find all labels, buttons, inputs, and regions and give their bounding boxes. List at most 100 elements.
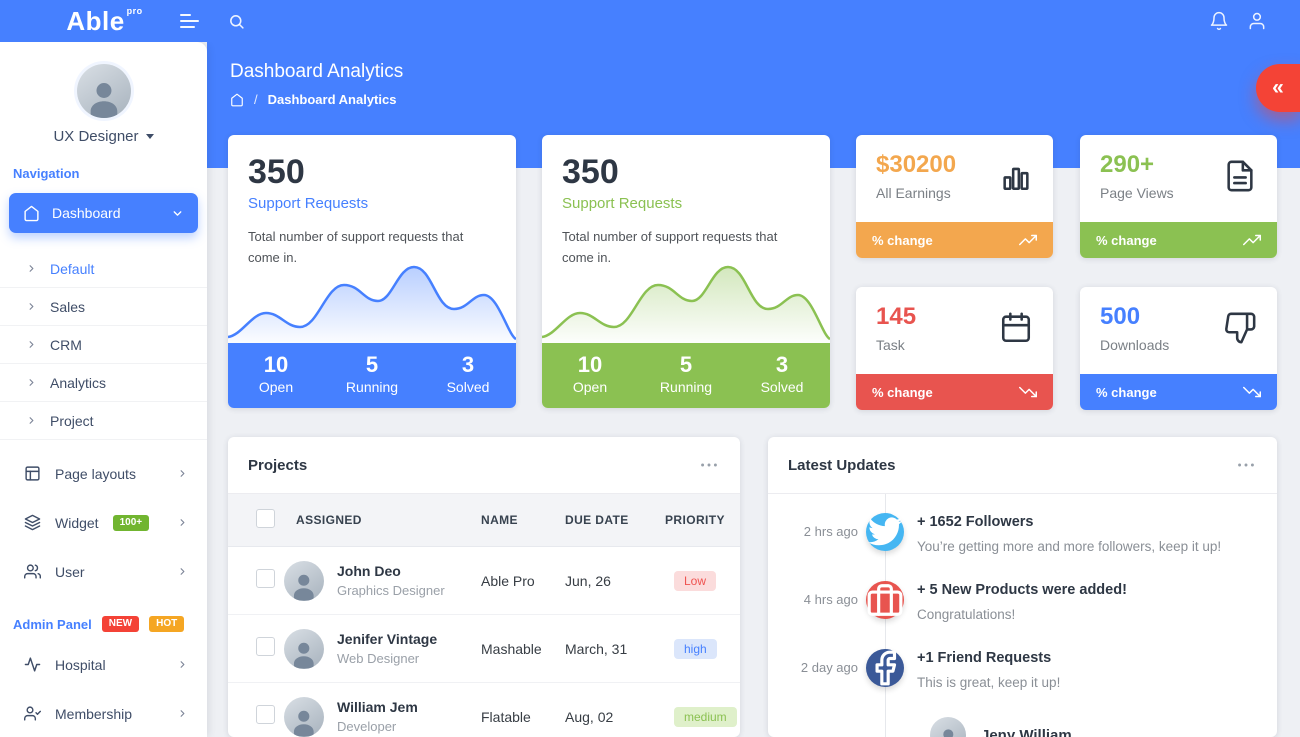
menu-item-label: Page layouts [55,465,136,482]
sidebar-menu-item[interactable]: Hospital [0,640,207,689]
more-options-icon[interactable] [698,454,720,476]
collapse-panel-button[interactable]: « [1256,64,1300,112]
stat-value: 145 [876,303,917,330]
menu-item-icon [24,465,41,482]
priority-badge: high [674,638,717,659]
stat-running: 5 Running [659,352,713,396]
brand-logo[interactable]: Able pro [0,0,207,42]
select-all-checkbox[interactable] [256,509,275,528]
trend-arrow-icon [1243,383,1261,401]
sidebar-subitem[interactable]: Sales [0,288,207,326]
latest-updates-title: Latest Updates [788,456,896,474]
admin-panel-badge: HOT [149,616,185,632]
support-requests-value: 350 [562,153,619,191]
menu-item-label: User [55,563,85,580]
chevron-right-icon [177,708,188,719]
update-source-icon [866,649,904,687]
assignee-avatar [284,696,324,737]
stat-card: $30200 All Earnings % change [856,135,1053,258]
stat-change-label: % change [1096,384,1157,400]
stat-value: $30200 [876,151,957,178]
sidebar-subitem-label: Project [50,412,94,429]
notifications-bell-icon[interactable] [1209,11,1229,31]
sidebar-menu-item[interactable]: Widget 100+ [0,498,207,547]
sidebar-menu-item[interactable]: Page layouts [0,449,207,498]
sidebar-subitem[interactable]: Analytics [0,364,207,402]
stat-label: Page Views [1100,185,1174,201]
user-profile-icon[interactable] [1247,11,1267,31]
chevron-right-icon [26,301,37,312]
stat-change-label: % change [1096,232,1157,248]
sidebar-menu-group: Page layouts Widget 100+ [0,449,207,596]
support-requests-title: Support Requests [562,195,683,213]
support-requests-area-chart [542,251,830,343]
chevron-right-icon [26,263,37,274]
brand-pro-suffix: pro [126,6,143,16]
trend-arrow-icon [1243,231,1261,249]
row-checkbox[interactable] [256,568,275,588]
search-icon[interactable] [228,13,245,30]
caret-down-icon [145,134,154,139]
more-options-icon[interactable] [1235,454,1257,476]
sidebar-menu-item[interactable]: User [0,547,207,596]
update-source-icon [866,513,904,551]
profile-role-dropdown[interactable]: UX Designer [53,128,154,145]
chevron-down-icon [171,207,184,220]
chevron-right-icon [177,566,188,577]
stat-icon [999,159,1033,193]
list-item: 4 hrs ago + 5 New Products were added! C… [768,581,1277,622]
breadcrumb-home-icon[interactable] [230,93,244,107]
stat-card: 290+ Page Views % change [1080,135,1277,258]
priority-cell: high [658,638,740,659]
project-name-cell: Able Pro [481,572,535,589]
stat-cards-grid: $30200 All Earnings % change 290+ Page V… [856,135,1277,410]
update-title: + 5 New Products were added! [917,582,1127,598]
sidebar-subitem[interactable]: Default [0,250,207,288]
project-name-cell: Mashable [481,640,542,657]
stat-icon [1223,159,1257,193]
update-text: Congratulations! [917,607,1016,622]
update-text: You’re getting more and more followers, … [917,539,1222,554]
stat-change-label: % change [872,384,933,400]
stat-value: 500 [1100,303,1141,330]
page-title: Dashboard Analytics [230,61,404,82]
update-source-icon [866,581,904,619]
row-checkbox[interactable] [256,636,275,656]
chevron-right-icon [26,415,37,426]
assignee-cell: John Deo Graphics Designer [284,560,474,601]
admin-menu-group: Hospital Membership [0,640,207,737]
menu-item-icon [24,705,41,722]
assignee-cell: William Jem Developer [284,696,474,737]
sidebar-subitem[interactable]: CRM [0,326,207,364]
priority-cell: medium [658,706,740,727]
latest-updates-card: Latest Updates 2 hrs ago + 1652 Follower… [768,437,1277,737]
sidebar-subitem[interactable]: Project [0,402,207,440]
updates-timeline: 2 hrs ago + 1652 Followers You’re gettin… [768,494,1277,737]
row-checkbox[interactable] [256,704,275,724]
menu-item-label: Membership [55,705,133,722]
chevron-right-icon [177,468,188,479]
profile-avatar[interactable] [76,64,131,118]
stat-solved: 3 Solved [760,352,804,396]
update-title: +1 Friend Requests [917,650,1052,666]
support-requests-description: Total number of support requests that co… [562,229,778,265]
sidebar-profile: UX Designer [0,42,207,146]
menu-item-badge: 100+ [112,514,150,531]
projects-card: Projects ASSIGNED NAME DUE DATE PRIORITY… [228,437,740,737]
home-icon [23,205,40,222]
sidebar-subitem-label: Analytics [50,374,107,391]
sidebar-menu-item[interactable]: Membership [0,689,207,737]
dashboard-submenu: Default Sales CRM [0,250,207,440]
assignee-role: Developer [337,719,397,734]
project-name-cell: Flatable [481,708,531,725]
stat-change-footer: % change [856,374,1053,410]
update-time: 2 day ago [800,660,858,675]
support-requests-card-blue: 350 Support Requests Total number of sup… [228,135,516,408]
menu-toggle-icon[interactable] [180,12,200,30]
navigation-section-label: Navigation [13,166,80,181]
stat-label: Downloads [1100,337,1170,353]
breadcrumb-item[interactable]: Dashboard Analytics [267,92,397,107]
breadcrumb: / Dashboard Analytics [230,92,396,107]
sidebar-item-dashboard[interactable]: Dashboard [9,193,198,233]
chevron-right-icon [26,377,37,388]
